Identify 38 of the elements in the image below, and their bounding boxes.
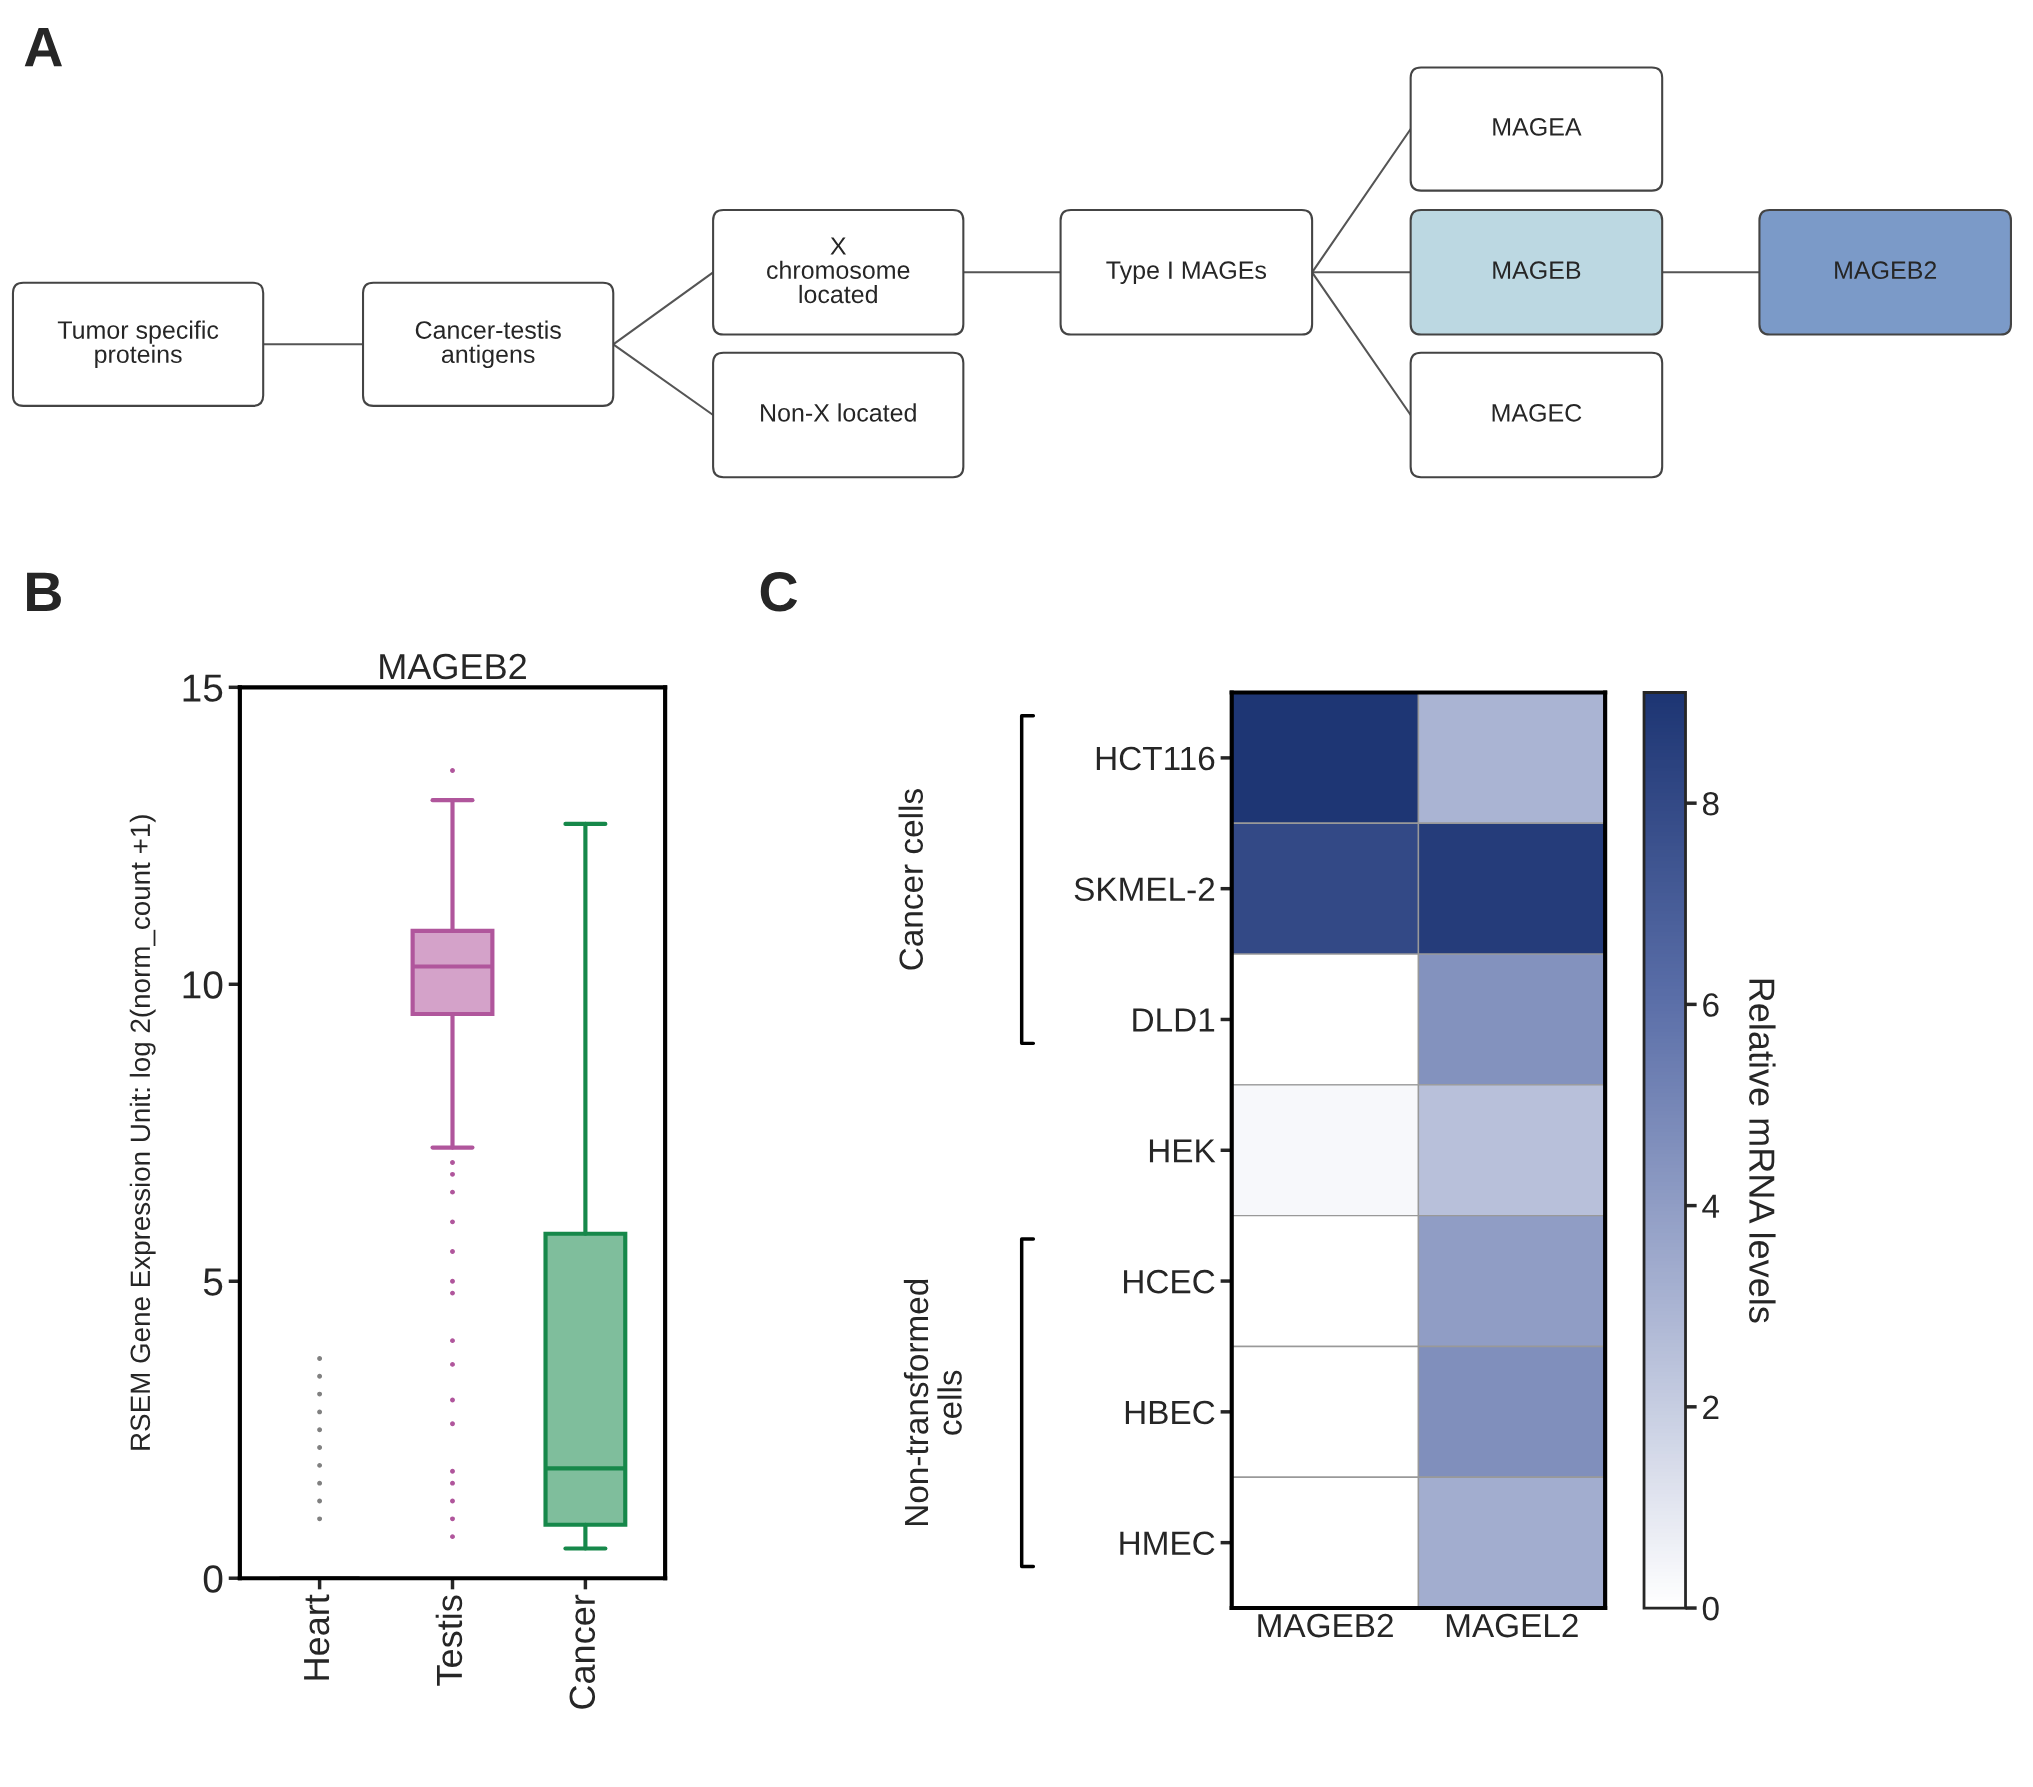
- color-bar-title: Relative mRNA levels: [1749, 979, 1776, 1323]
- x-tick-label: Cancer: [569, 1594, 596, 1709]
- y-tick-label: HCEC: [1124, 1269, 1215, 1294]
- text: MAGEB2: [1835, 261, 1937, 280]
- y-tick-label: HEK: [1149, 1139, 1216, 1163]
- y-tick-label: 0: [203, 1565, 223, 1593]
- text: MAGEC: [1492, 403, 1582, 422]
- text: A: [24, 28, 62, 67]
- y-tick-label: HCT116: [1096, 746, 1215, 771]
- text: Cancer cells: [898, 789, 924, 970]
- text: C: [760, 572, 798, 612]
- x-tick-label: MAGEL2: [1446, 1613, 1578, 1638]
- text: Non-transformed cells: [903, 1279, 962, 1526]
- y-axis-title: RSEM Gene Expression Unit: log 2(norm_count +1): [129, 815, 156, 1450]
- chart-title: MAGEB2: [380, 653, 526, 680]
- x-tick-label: Testis: [435, 1595, 463, 1686]
- text: MAGEA: [1493, 118, 1582, 136]
- color-bar-label: 4: [1702, 1194, 1720, 1218]
- text: MAGEB: [1493, 261, 1581, 280]
- y-tick-label: 10: [183, 971, 223, 999]
- text: Cancer-testis antigens: [415, 320, 561, 369]
- text: X chromosome located: [767, 237, 910, 304]
- color-bar-label: 0: [1702, 1596, 1719, 1621]
- text: Non-X located: [761, 403, 916, 422]
- text: Tumor specific proteins: [57, 320, 219, 369]
- y-tick-label: HMEC: [1120, 1531, 1215, 1556]
- y-tick-label: SKMEL-2: [1074, 877, 1215, 902]
- y-tick-label: DLD1: [1133, 1008, 1215, 1032]
- x-tick-label: Heart: [304, 1594, 330, 1680]
- color-bar-label: 2: [1703, 1395, 1719, 1419]
- y-tick-label: HBEC: [1125, 1400, 1215, 1425]
- x-tick-label: MAGEB2: [1258, 1613, 1393, 1638]
- color-bar-label: 8: [1702, 791, 1719, 816]
- text: Type I MAGEs: [1106, 261, 1267, 284]
- text: B: [27, 572, 61, 611]
- y-tick-label: 5: [203, 1268, 223, 1296]
- color-bar-label: 6: [1703, 993, 1719, 1017]
- y-tick-label: 15: [183, 674, 223, 702]
